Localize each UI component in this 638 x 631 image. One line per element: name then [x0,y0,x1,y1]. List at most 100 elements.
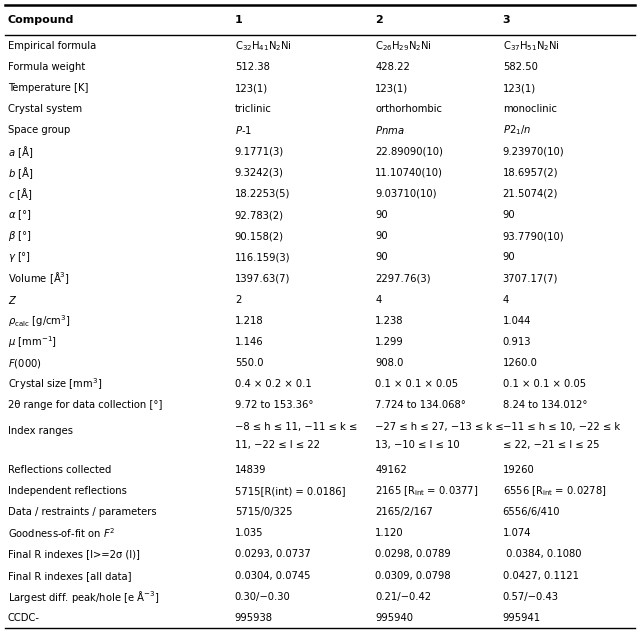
Text: 123(1): 123(1) [375,83,408,93]
Text: Largest diff. peak/hole [e Å$^{-3}$]: Largest diff. peak/hole [e Å$^{-3}$] [8,589,159,604]
Text: 9.72 to 153.36°: 9.72 to 153.36° [235,401,313,410]
Text: 8.24 to 134.012°: 8.24 to 134.012° [503,401,587,410]
Text: 90: 90 [375,231,388,241]
Text: −11 ≤ h ≤ 10, −22 ≤ k: −11 ≤ h ≤ 10, −22 ≤ k [503,422,620,432]
Text: 11, −22 ≤ l ≤ 22: 11, −22 ≤ l ≤ 22 [235,440,320,451]
Text: C$_{26}$H$_{29}$N$_{2}$Ni: C$_{26}$H$_{29}$N$_{2}$Ni [375,39,432,53]
Text: 4: 4 [375,295,382,305]
Text: 18.6957(2): 18.6957(2) [503,168,558,178]
Text: 0.1 × 0.1 × 0.05: 0.1 × 0.1 × 0.05 [375,379,458,389]
Text: Goodness-of-fit on $F^{2}$: Goodness-of-fit on $F^{2}$ [8,526,115,540]
Text: 116.159(3): 116.159(3) [235,252,290,262]
Text: 19260: 19260 [503,465,535,475]
Text: 6556/6/410: 6556/6/410 [503,507,560,517]
Text: 49162: 49162 [375,465,407,475]
Text: 0.57/−0.43: 0.57/−0.43 [503,592,559,602]
Text: 13, −10 ≤ l ≤ 10: 13, −10 ≤ l ≤ 10 [375,440,460,451]
Text: C$_{37}$H$_{51}$N$_{2}$Ni: C$_{37}$H$_{51}$N$_{2}$Ni [503,39,560,53]
Text: 90: 90 [375,252,388,262]
Text: Data / restraints / parameters: Data / restraints / parameters [8,507,156,517]
Text: 0.0427, 0.1121: 0.0427, 0.1121 [503,570,579,581]
Text: 908.0: 908.0 [375,358,403,368]
Text: $\alpha$ [°]: $\alpha$ [°] [8,208,31,222]
Text: 3: 3 [503,15,510,25]
Text: 2165/2/167: 2165/2/167 [375,507,433,517]
Text: 90: 90 [375,210,388,220]
Text: 0.913: 0.913 [503,337,531,347]
Text: 1.074: 1.074 [503,528,531,538]
Text: 428.22: 428.22 [375,62,410,72]
Text: 0.1 × 0.1 × 0.05: 0.1 × 0.1 × 0.05 [503,379,586,389]
Text: 18.2253(5): 18.2253(5) [235,189,290,199]
Text: Volume [Å$^{3}$]: Volume [Å$^{3}$] [8,271,70,286]
Text: $\rho_{\mathrm{calc}}$ [g/cm$^{3}$]: $\rho_{\mathrm{calc}}$ [g/cm$^{3}$] [8,313,70,329]
Text: 9.23970(10): 9.23970(10) [503,146,565,156]
Text: 1.299: 1.299 [375,337,404,347]
Text: 1.238: 1.238 [375,316,404,326]
Text: 0.30/−0.30: 0.30/−0.30 [235,592,290,602]
Text: 0.0298, 0.0789: 0.0298, 0.0789 [375,550,451,560]
Text: $\mu$ [mm$^{-1}$]: $\mu$ [mm$^{-1}$] [8,334,57,350]
Text: Crystal system: Crystal system [8,104,82,114]
Text: $\beta$ [°]: $\beta$ [°] [8,229,31,243]
Text: 3707.17(7): 3707.17(7) [503,273,558,283]
Text: 1: 1 [235,15,242,25]
Text: triclinic: triclinic [235,104,272,114]
Text: Temperature [K]: Temperature [K] [8,83,88,93]
Text: 123(1): 123(1) [503,83,536,93]
Text: Empirical formula: Empirical formula [8,41,96,51]
Text: −27 ≤ h ≤ 27, −13 ≤ k ≤: −27 ≤ h ≤ 27, −13 ≤ k ≤ [375,422,504,432]
Text: Compound: Compound [8,15,74,25]
Text: ≤ 22, −21 ≤ l ≤ 25: ≤ 22, −21 ≤ l ≤ 25 [503,440,599,451]
Text: 0.21/−0.42: 0.21/−0.42 [375,592,431,602]
Text: 1.218: 1.218 [235,316,263,326]
Text: 93.7790(10): 93.7790(10) [503,231,565,241]
Text: 5715/0/325: 5715/0/325 [235,507,292,517]
Text: 1.120: 1.120 [375,528,404,538]
Text: 550.0: 550.0 [235,358,263,368]
Text: C$_{32}$H$_{41}$N$_{2}$Ni: C$_{32}$H$_{41}$N$_{2}$Ni [235,39,292,53]
Text: $P$2$_1$/$n$: $P$2$_1$/$n$ [503,124,531,138]
Text: 995941: 995941 [503,613,541,623]
Text: Final R indexes [all data]: Final R indexes [all data] [8,570,131,581]
Text: 995938: 995938 [235,613,273,623]
Text: 1260.0: 1260.0 [503,358,538,368]
Text: 1.044: 1.044 [503,316,531,326]
Text: 0.0384, 0.1080: 0.0384, 0.1080 [503,550,581,560]
Text: −8 ≤ h ≤ 11, −11 ≤ k ≤: −8 ≤ h ≤ 11, −11 ≤ k ≤ [235,422,357,432]
Text: 2: 2 [235,295,241,305]
Text: 92.783(2): 92.783(2) [235,210,284,220]
Text: 90: 90 [503,210,516,220]
Text: 90: 90 [503,252,516,262]
Text: 14839: 14839 [235,465,266,475]
Text: Crystal size [mm$^{3}$]: Crystal size [mm$^{3}$] [8,376,102,392]
Text: Independent reflections: Independent reflections [8,486,126,496]
Text: 2: 2 [375,15,383,25]
Text: 2θ range for data collection [°]: 2θ range for data collection [°] [8,401,162,410]
Text: 2297.76(3): 2297.76(3) [375,273,431,283]
Text: 0.0309, 0.0798: 0.0309, 0.0798 [375,570,451,581]
Text: 5715[R(int) = 0.0186]: 5715[R(int) = 0.0186] [235,486,345,496]
Text: $Pnma$: $Pnma$ [375,124,404,136]
Text: 6556 [R$_{\mathrm{int}}$ = 0.0278]: 6556 [R$_{\mathrm{int}}$ = 0.0278] [503,484,606,498]
Text: 0.4 × 0.2 × 0.1: 0.4 × 0.2 × 0.1 [235,379,311,389]
Text: 582.50: 582.50 [503,62,538,72]
Text: 4: 4 [503,295,509,305]
Text: $c$ [Å]: $c$ [Å] [8,186,32,202]
Text: $\gamma$ [°]: $\gamma$ [°] [8,251,31,264]
Text: 90.158(2): 90.158(2) [235,231,284,241]
Text: $b$ [Å]: $b$ [Å] [8,165,33,180]
Text: 9.1771(3): 9.1771(3) [235,146,284,156]
Text: Reflections collected: Reflections collected [8,465,111,475]
Text: 7.724 to 134.068°: 7.724 to 134.068° [375,401,466,410]
Text: 123(1): 123(1) [235,83,268,93]
Text: 1.035: 1.035 [235,528,263,538]
Text: 11.10740(10): 11.10740(10) [375,168,443,178]
Text: 9.3242(3): 9.3242(3) [235,168,284,178]
Text: CCDC-: CCDC- [8,613,40,623]
Text: 9.03710(10): 9.03710(10) [375,189,436,199]
Text: 995940: 995940 [375,613,413,623]
Text: $P$-1: $P$-1 [235,124,252,136]
Text: Final R indexes [I>=2σ (I)]: Final R indexes [I>=2σ (I)] [8,550,140,560]
Text: $a$ [Å]: $a$ [Å] [8,144,33,160]
